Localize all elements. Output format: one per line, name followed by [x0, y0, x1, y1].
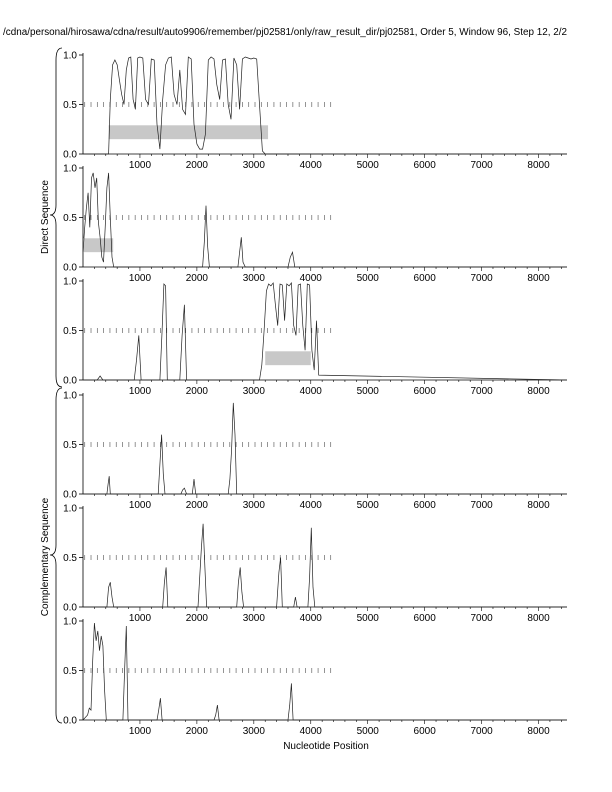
y-tick-label: 1.0 [63, 277, 77, 288]
x-tick-label: 2000 [186, 500, 209, 511]
x-tick-label: 2000 [186, 726, 209, 737]
y-tick-label: 1.0 [63, 504, 77, 515]
x-tick-label: 8000 [527, 500, 550, 511]
y-tick-label: 0.5 [63, 213, 77, 224]
x-tick-label: 4000 [300, 500, 323, 511]
y-tick-label: 0.5 [63, 100, 77, 111]
score-line [83, 56, 567, 155]
y-tick-label: 0.5 [63, 666, 77, 677]
panels: 0.0 0.5 1.0 1000 2000 3000 4000 5000 6000 7000 800… [63, 51, 568, 737]
x-tick-label: 5000 [357, 273, 380, 284]
x-tick-label: 3000 [243, 726, 266, 737]
x-tick-label: 6000 [414, 726, 437, 737]
direct-group-label: Direct Sequence [40, 180, 51, 254]
x-tick-label: 5000 [357, 613, 380, 624]
y-tick-label: 1.0 [63, 391, 77, 402]
panel-3: 0.0 0.5 1.0 1000 2000 3000 4000 5000 6000 7000 800… [63, 277, 568, 397]
x-tick-label: 2000 [186, 273, 209, 284]
complementary-group-label: Complementary Sequence [40, 497, 51, 616]
x-tick-label: 7000 [470, 160, 493, 171]
panel-1: 0.0 0.5 1.0 1000 2000 3000 4000 5000 6000 7000 800… [63, 51, 567, 171]
x-tick-label: 1000 [129, 613, 152, 624]
panel-2: 0.0 0.5 1.0 1000 2000 3000 4000 5000 6000 7000 800… [63, 164, 567, 284]
x-tick-label: 7000 [470, 386, 493, 397]
y-tick-label: 1.0 [63, 617, 77, 628]
x-tick-label: 5000 [357, 386, 380, 397]
x-tick-label: 6000 [414, 160, 437, 171]
direct-brace [49, 47, 63, 388]
x-tick-label: 2000 [186, 613, 209, 624]
orf-bar [108, 125, 269, 140]
score-line [82, 172, 567, 268]
y-tick-label: 0.0 [63, 603, 77, 614]
y-tick-label: 0.0 [63, 376, 77, 387]
x-tick-label: 6000 [414, 273, 437, 284]
x-tick-label: 8000 [527, 273, 550, 284]
x-tick-label: 7000 [470, 500, 493, 511]
x-tick-label: 4000 [300, 726, 323, 737]
x-tick-label: 3000 [243, 386, 266, 397]
x-tick-label: 7000 [470, 726, 493, 737]
score-line [83, 523, 567, 608]
x-tick-label: 8000 [527, 613, 550, 624]
x-tick-label: 5000 [357, 160, 380, 171]
panel-6: 0.0 0.5 1.0 1000 2000 3000 4000 5000 6000 7000 800… [63, 617, 567, 737]
x-tick-label: 8000 [527, 160, 550, 171]
x-tick-label: 6000 [414, 613, 437, 624]
y-tick-label: 1.0 [63, 51, 77, 62]
x-tick-label: 3000 [243, 273, 266, 284]
x-tick-label: 1000 [129, 726, 152, 737]
x-tick-label: 7000 [470, 273, 493, 284]
y-tick-label: 0.0 [63, 716, 77, 727]
x-tick-label: 1000 [129, 500, 152, 511]
y-tick-label: 0.0 [63, 490, 77, 501]
x-tick-label: 6000 [414, 500, 437, 511]
x-tick-label: 4000 [300, 273, 323, 284]
x-tick-label: 4000 [300, 160, 323, 171]
y-tick-label: 0.5 [63, 553, 77, 564]
x-tick-label: 2000 [186, 160, 209, 171]
figure-title: /cdna/personal/hirosawa/cdna/result/auto… [3, 27, 567, 38]
panel-4: 0.0 0.5 1.0 1000 2000 3000 4000 5000 6000 7000 800… [63, 391, 567, 511]
x-tick-label: 4000 [300, 613, 323, 624]
x-tick-label: 3000 [243, 160, 266, 171]
x-tick-label: 5000 [357, 726, 380, 737]
x-tick-label: 3000 [243, 613, 266, 624]
y-tick-label: 0.5 [63, 440, 77, 451]
x-tick-label: 4000 [300, 386, 323, 397]
x-tick-label: 8000 [527, 726, 550, 737]
x-tick-label: 3000 [243, 500, 266, 511]
orf-bar [265, 351, 311, 366]
panel-5: 0.0 0.5 1.0 1000 2000 3000 4000 5000 6000 7000 800… [63, 504, 567, 624]
orf-bar [83, 238, 114, 253]
x-tick-label: 8000 [527, 386, 550, 397]
x-tick-label: 6000 [414, 386, 437, 397]
x-tick-label: 1000 [129, 160, 152, 171]
y-tick-label: 0.0 [63, 263, 77, 274]
x-tick-label: 7000 [470, 613, 493, 624]
y-tick-label: 0.5 [63, 326, 77, 337]
score-line [83, 282, 568, 381]
x-tick-label: 5000 [357, 500, 380, 511]
x-axis-label: Nucleotide Position [283, 741, 369, 752]
complementary-brace [49, 387, 63, 724]
x-tick-label: 1000 [129, 273, 152, 284]
x-tick-label: 2000 [186, 386, 209, 397]
y-tick-label: 1.0 [63, 164, 77, 175]
score-line [82, 622, 567, 721]
x-tick-label: 1000 [129, 386, 152, 397]
score-line [83, 402, 567, 495]
y-tick-label: 0.0 [63, 150, 77, 161]
